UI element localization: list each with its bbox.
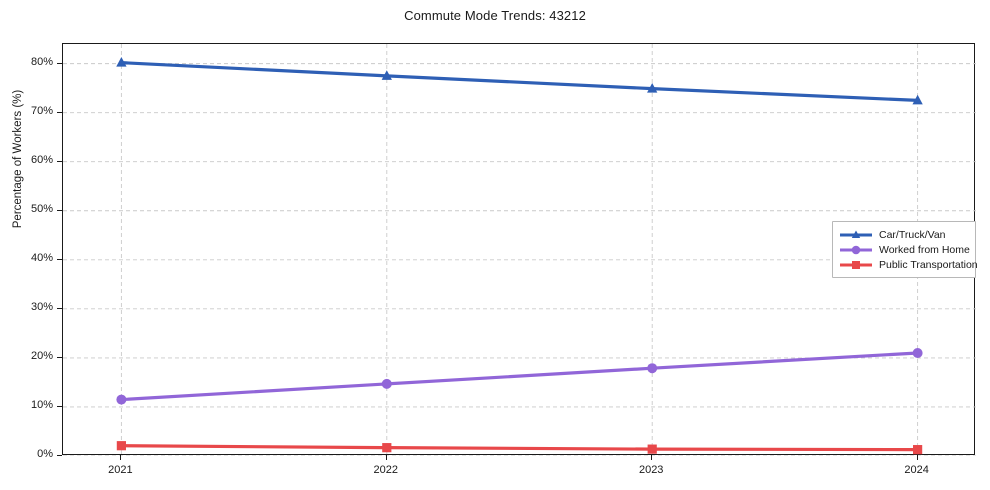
- y-tick-mark: [57, 209, 62, 211]
- plot-area: [62, 43, 976, 456]
- x-tick-mark: [916, 455, 918, 460]
- y-tick-label: 70%: [30, 104, 53, 117]
- gridlines: [63, 44, 976, 456]
- y-tick-mark: [57, 160, 62, 162]
- y-tick-label: 10%: [30, 398, 53, 411]
- chart-title: Commute Mode Trends: 43212: [404, 8, 586, 23]
- plot-svg: [63, 44, 976, 456]
- x-tick-mark: [651, 455, 653, 460]
- x-tick-label: 2022: [373, 464, 399, 476]
- y-tick-label: 40%: [30, 251, 53, 264]
- y-tick-mark: [57, 356, 62, 358]
- legend-swatch-worked-from-home: [840, 245, 872, 254]
- y-tick-mark: [57, 455, 62, 456]
- legend-item-worked-from-home[interactable]: Worked from Home: [839, 242, 970, 257]
- y-tick-label: 0%: [37, 448, 53, 460]
- legend-item-public-transportation[interactable]: Public Transportation: [839, 257, 978, 272]
- legend-swatch-public-transportation: [840, 260, 872, 269]
- x-tick-label: 2023: [638, 464, 664, 476]
- legend-label: Car/Truck/Van: [879, 228, 946, 241]
- y-tick-mark: [57, 307, 62, 309]
- x-tick-label: 2021: [108, 464, 133, 476]
- series-lines: [116, 57, 923, 455]
- y-tick-label: 30%: [30, 300, 53, 313]
- y-tick-mark: [57, 405, 62, 407]
- y-tick-label: 20%: [30, 349, 53, 362]
- x-tick-label: 2024: [904, 464, 929, 476]
- x-tick-mark: [385, 455, 387, 460]
- y-tick-mark: [57, 258, 62, 260]
- y-tick-label: 80%: [30, 55, 53, 68]
- y-tick-label: 50%: [30, 202, 53, 215]
- legend-label: Public Transportation: [879, 258, 978, 271]
- y-tick-label: 60%: [30, 153, 53, 166]
- legend-label: Worked from Home: [879, 243, 970, 256]
- y-tick-mark: [57, 62, 62, 64]
- chart-legend[interactable]: Car/Truck/Van Worked from Home Public Tr…: [832, 221, 978, 278]
- legend-item-car-truck-van[interactable]: Car/Truck/Van: [839, 227, 969, 242]
- y-tick-mark: [57, 111, 62, 113]
- legend-swatch-car-truck-van: [840, 230, 872, 238]
- x-tick-mark: [120, 455, 122, 460]
